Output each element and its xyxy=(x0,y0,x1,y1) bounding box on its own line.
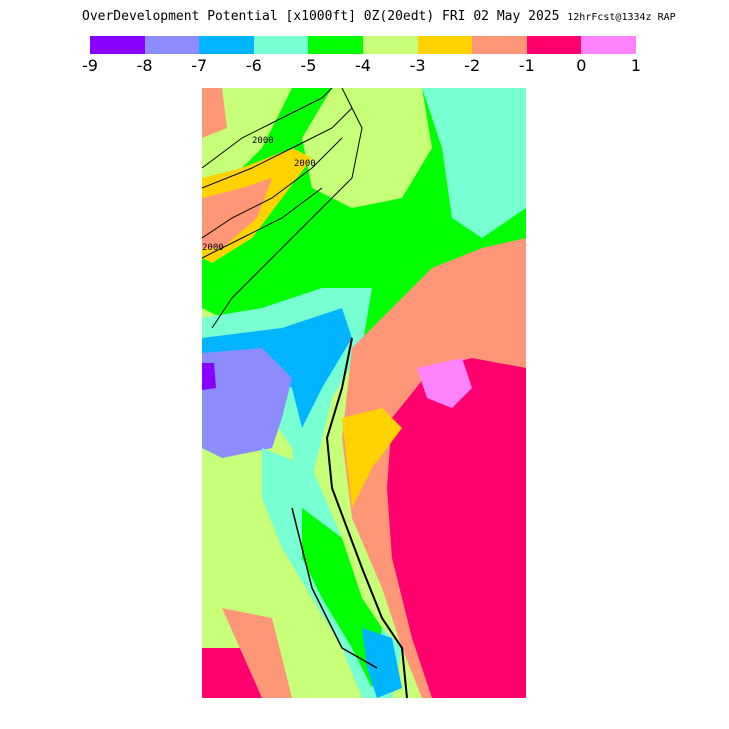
chart-title: OverDevelopment Potential [x1000ft] 0Z(2… xyxy=(82,9,676,24)
gulf-coastline xyxy=(291,507,378,669)
legend-swatch xyxy=(362,36,418,54)
legend-swatch xyxy=(199,36,254,54)
field-region-blue-south xyxy=(362,628,402,698)
field-region-purple-west xyxy=(202,348,292,458)
color-legend xyxy=(90,36,636,54)
legend-tick-label: -2 xyxy=(464,56,481,75)
field-region-orange-corner xyxy=(202,88,227,138)
contour-label: 2000 xyxy=(294,159,316,169)
title-text: OverDevelopment Potential [x1000ft] 0Z(2… xyxy=(82,9,560,24)
legend-swatch xyxy=(144,36,200,54)
coastline xyxy=(325,337,408,698)
legend-swatch xyxy=(472,36,527,54)
legend-tick-label: -8 xyxy=(136,56,153,75)
contour-label: 2000 xyxy=(202,243,224,253)
field-region-orange-northwest xyxy=(202,178,272,248)
field-region-magenta-east xyxy=(417,358,472,408)
forecast-map: 2000 2000 2000 xyxy=(202,88,526,698)
legend-tick-label: -9 xyxy=(82,56,98,75)
map-canvas: 2000 2000 2000 xyxy=(202,88,526,698)
field-region-violet-west xyxy=(202,363,216,390)
field-region-lightgreen-north xyxy=(302,88,432,208)
legend-tick-label: -1 xyxy=(518,56,535,75)
field-region-aqua-northeast xyxy=(422,88,526,238)
legend-swatch xyxy=(308,36,363,54)
field-region-green-south xyxy=(302,508,382,688)
legend-swatch xyxy=(526,36,582,54)
field-region-red-east xyxy=(387,358,526,698)
field-region-orange-southwest xyxy=(222,608,292,698)
height-contours xyxy=(202,88,363,329)
contour-label: 2000 xyxy=(252,136,274,146)
legend-tick-label: 0 xyxy=(576,56,587,75)
legend-tick-label: -7 xyxy=(191,56,208,75)
legend-swatch xyxy=(253,36,309,54)
legend-tick-label: -6 xyxy=(245,56,262,75)
legend-tick-labels: -9 -8 -7 -6 -5 -4 -3 -2 -1 0 1 xyxy=(82,56,641,76)
legend-tick-label: -5 xyxy=(300,56,317,75)
legend-tick-label: -3 xyxy=(409,56,426,75)
legend-swatch xyxy=(581,36,636,54)
legend-tick-label: -4 xyxy=(355,56,371,75)
legend-swatch xyxy=(90,36,145,54)
legend-tick-label: 1 xyxy=(630,56,642,75)
forecast-info: 12hrFcst@1334z RAP xyxy=(567,12,676,23)
legend-swatch xyxy=(417,36,473,54)
field-region-yellow-coastal xyxy=(342,408,402,508)
